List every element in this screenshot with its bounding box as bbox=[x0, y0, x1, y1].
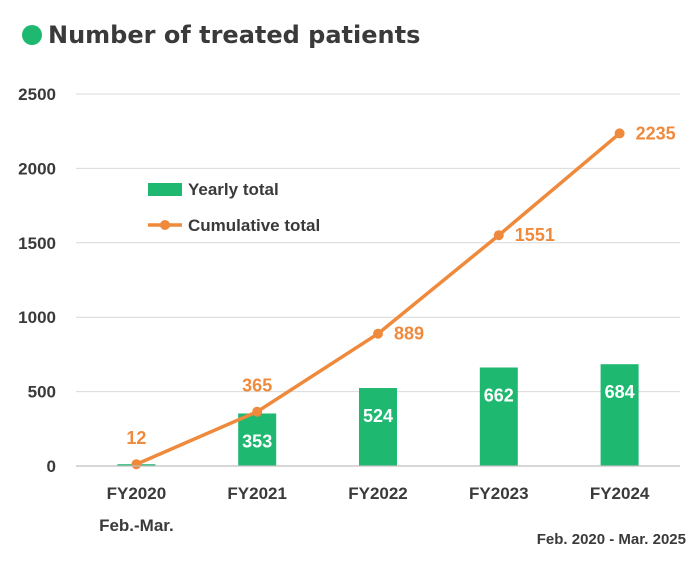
x-tick-label: FY2024 bbox=[590, 484, 650, 503]
line-point bbox=[252, 406, 263, 417]
legend-label-yearly: Yearly total bbox=[188, 180, 279, 199]
cumulative-value-label: 365 bbox=[242, 376, 272, 396]
x-tick-label: FY2021 bbox=[227, 484, 287, 503]
line-point bbox=[493, 230, 504, 241]
line-point bbox=[373, 328, 383, 339]
y-tick-label: 1000 bbox=[18, 308, 56, 327]
line-point bbox=[131, 459, 142, 470]
cumulative-value-label: 12 bbox=[126, 428, 146, 448]
y-tick-label: 1500 bbox=[18, 234, 56, 253]
legend-swatch-bar bbox=[148, 183, 182, 196]
x-tick-label: FY2020 bbox=[107, 484, 167, 503]
legend-label-cumulative: Cumulative total bbox=[188, 216, 320, 235]
bar-value-label: 524 bbox=[363, 406, 393, 426]
title-bullet-icon bbox=[22, 25, 42, 45]
bar-value-label: 662 bbox=[484, 385, 514, 405]
cumulative-value-label: 1551 bbox=[515, 225, 555, 245]
bar bbox=[238, 413, 277, 466]
chart-title: Number of treated patients bbox=[48, 21, 421, 49]
y-tick-label: 2500 bbox=[18, 85, 56, 104]
legend-swatch-point bbox=[160, 220, 170, 230]
line-point bbox=[614, 128, 625, 139]
bar bbox=[359, 388, 397, 466]
bar-value-label: 353 bbox=[242, 431, 272, 451]
cumulative-value-label: 889 bbox=[394, 324, 424, 344]
chart-title-row: Number of treated patients bbox=[22, 20, 420, 50]
y-tick-label: 2000 bbox=[18, 159, 56, 178]
x-tick-label: FY2022 bbox=[348, 484, 408, 503]
y-tick-label: 500 bbox=[28, 383, 56, 402]
x-tick-label: FY2023 bbox=[469, 484, 529, 503]
cumulative-value-label: 2235 bbox=[636, 123, 676, 143]
bar-value-label: 684 bbox=[605, 382, 635, 402]
bar bbox=[479, 367, 518, 466]
y-tick-label: 0 bbox=[47, 457, 56, 476]
x-tick-sublabel: Feb.-Mar. bbox=[99, 516, 174, 535]
bar bbox=[600, 364, 639, 466]
period-note: Feb. 2020 - Mar. 2025 bbox=[536, 531, 686, 548]
